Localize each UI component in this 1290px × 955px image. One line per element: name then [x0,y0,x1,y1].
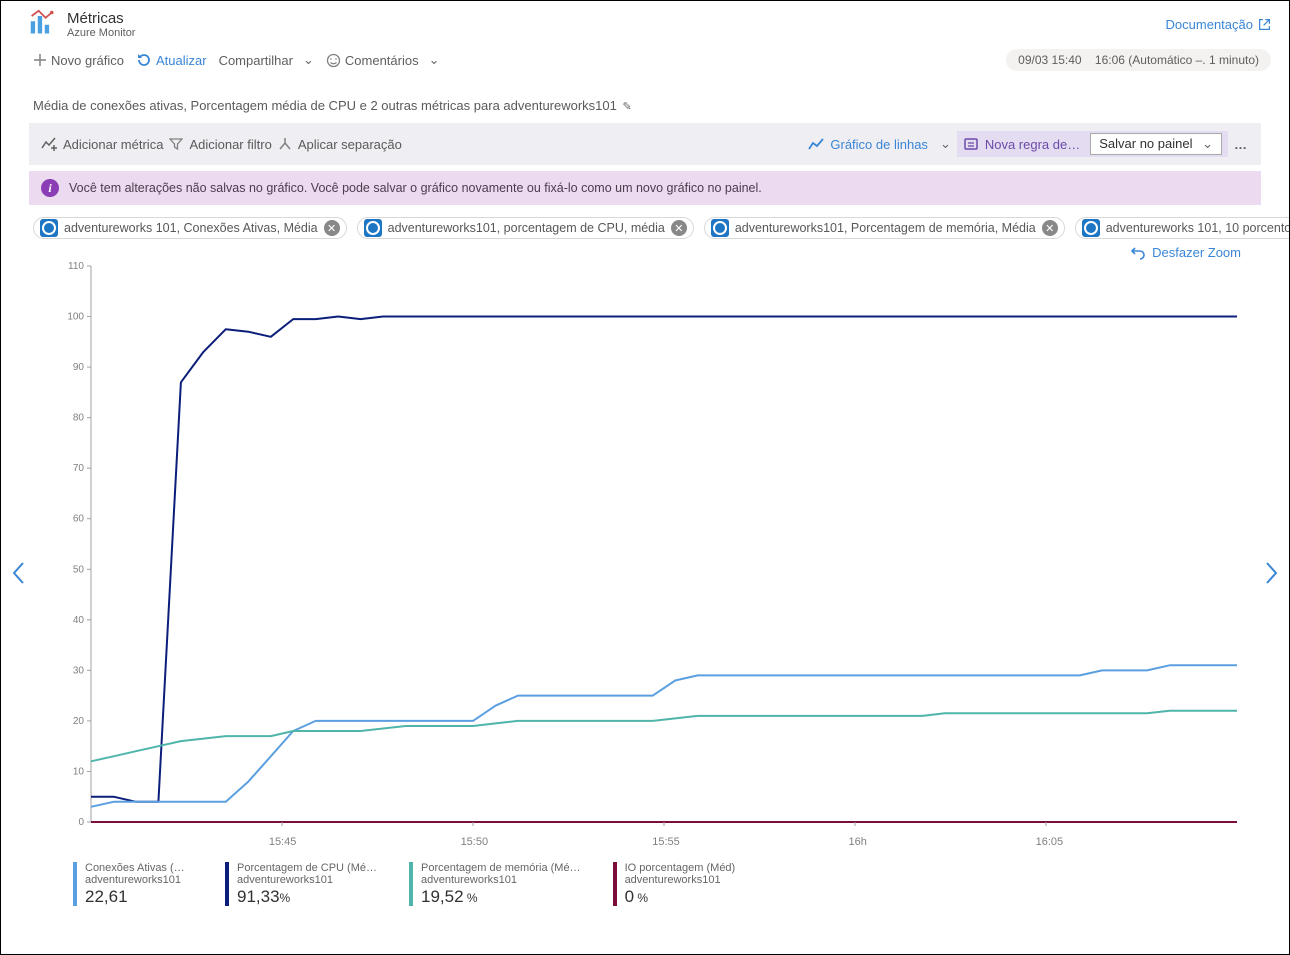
undo-zoom-button[interactable]: Desfazer Zoom [1131,245,1241,260]
legend-color-bar [409,862,413,906]
legend-item[interactable]: Conexões Ativas (…adventureworks10122,61 [73,862,193,907]
legend-resource-name: adventureworks101 [237,874,377,886]
legend-resource-name: adventureworks101 [625,874,736,886]
remove-metric-button[interactable]: ✕ [324,220,340,236]
x-axis-tick: 15:45 [187,836,379,848]
add-metric-button[interactable]: Adicionar métrica [41,136,163,152]
resource-icon [1082,219,1100,237]
metric-pill[interactable]: adventureworks 101, Conexões Ativas, Méd… [33,217,347,239]
time-range-picker[interactable]: 09/03 15:40 16:06 (Automático –. 1 minut… [1006,49,1271,71]
svg-text:50: 50 [73,564,85,575]
legend-metric-name: IO porcentagem (Méd) [625,862,736,874]
svg-text:10: 10 [73,766,85,777]
more-menu-button[interactable]: … [1234,137,1249,152]
line-chart-icon [808,136,824,152]
new-alert-rule-button[interactable]: Nova regra de… [963,136,1080,152]
feedback-button[interactable]: Comentários ⌄ [322,48,444,72]
page-subtitle: Azure Monitor [67,27,135,39]
legend-value: 0 % [625,886,736,907]
add-filter-button[interactable]: Adicionar filtro [169,137,271,152]
chevron-down-icon: ⌄ [429,52,440,68]
share-button[interactable]: Compartilhar ⌄ [215,48,318,72]
legend-color-bar [613,862,617,906]
chevron-down-icon: ⌄ [303,52,314,68]
svg-text:80: 80 [73,413,85,424]
smiley-icon [326,53,341,68]
refresh-button[interactable]: Atualizar [132,48,211,72]
legend-resource-name: adventureworks101 [85,874,185,886]
undo-icon [1131,245,1146,260]
svg-text:110: 110 [68,262,84,272]
legend-item[interactable]: IO porcentagem (Méd)adventureworks1010 % [613,862,736,907]
info-icon: i [41,179,59,197]
svg-text:90: 90 [73,362,85,373]
legend-item[interactable]: Porcentagem de memória (Mé…adventurework… [409,862,581,907]
refresh-icon [136,52,152,68]
edit-title-icon[interactable]: ✎ [623,101,632,113]
metric-pill[interactable]: adventureworks101, porcentagem de CPU, m… [357,217,694,239]
svg-text:20: 20 [73,716,85,727]
chart-toolbar: Adicionar métrica Adicionar filtro Aplic… [29,123,1261,165]
legend-metric-name: Conexões Ativas (… [85,862,185,874]
legend-color-bar [225,862,229,906]
svg-text:70: 70 [73,463,85,474]
split-icon [278,137,292,151]
x-axis-labels: 15:4515:5015:5516h16:05 [61,832,1241,848]
chart-title: Média de conexões ativas, Porcentagem mé… [1,76,1289,123]
svg-text:40: 40 [73,615,85,626]
metric-pill[interactable]: adventureworks 101, 10 porcento, Média ✕ [1075,217,1289,239]
legend-metric-name: Porcentagem de CPU (Mé… [237,862,377,874]
x-axis-tick: 15:50 [379,836,571,848]
metrics-icon [29,9,57,40]
toolbar: Novo gráfico Atualizar Compartilhar ⌄ Co… [1,44,1289,76]
chevron-down-icon: ⌄ [1202,136,1213,151]
documentation-link[interactable]: Documentação [1166,17,1271,32]
legend-resource-name: adventureworks101 [421,874,581,886]
chart-nav-next[interactable] [1265,561,1279,588]
header: Métricas Azure Monitor Documentação [1,1,1289,44]
legend-color-bar [73,862,77,906]
unsaved-changes-info: i Você tem alterações não salvas no gráf… [29,171,1261,205]
apply-splitting-button[interactable]: Aplicar separação [278,137,402,152]
new-chart-button[interactable]: Novo gráfico [29,49,128,72]
legend-item[interactable]: Porcentagem de CPU (Mé…adventureworks101… [225,862,377,907]
alert-icon [963,136,979,152]
chart-type-button[interactable]: Gráfico de linhas ⌄ [808,136,950,152]
metric-pill[interactable]: adventureworks101, Porcentagem de memóri… [704,217,1065,239]
save-to-dashboard-button[interactable]: Salvar no painel ⌄ [1090,133,1222,155]
svg-text:30: 30 [73,665,85,676]
resource-icon [40,219,58,237]
legend-summary: Conexões Ativas (…adventureworks10122,61… [73,862,1241,907]
legend-value: 19,52 % [421,886,581,907]
metrics-chart[interactable]: 0 10 20 30 40 50 60 70 80 90 100 110 [61,262,1241,832]
x-axis-tick: 15:55 [570,836,762,848]
resource-icon [364,219,382,237]
filter-icon [169,137,183,151]
remove-metric-button[interactable]: ✕ [671,220,687,236]
chart-nav-prev[interactable] [11,561,25,588]
legend-metric-name: Porcentagem de memória (Mé… [421,862,581,874]
svg-text:60: 60 [73,514,85,525]
add-metric-icon [41,136,57,152]
remove-metric-button[interactable]: ✕ [1042,220,1058,236]
resource-icon [711,219,729,237]
x-axis-tick: 16h [762,836,954,848]
chevron-down-icon: ⌄ [940,136,951,152]
metric-pills: adventureworks 101, Conexões Ativas, Méd… [1,213,1289,239]
svg-text:100: 100 [67,312,84,323]
legend-value: 22,61 [85,886,185,907]
page-title: Métricas [67,10,135,27]
legend-value: 91,33% [237,886,377,907]
svg-text:0: 0 [78,817,84,828]
external-link-icon [1258,18,1271,31]
x-axis-tick: 16:05 [954,836,1146,848]
plus-icon [33,53,47,67]
